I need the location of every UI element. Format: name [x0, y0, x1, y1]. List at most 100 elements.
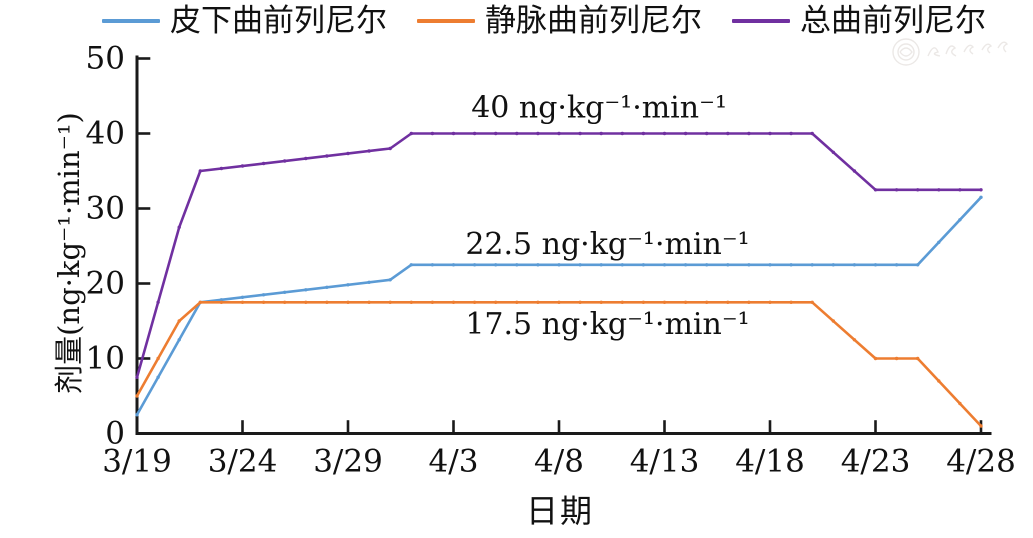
data-point-marker	[177, 338, 181, 342]
data-point-marker	[831, 263, 835, 267]
x-axis-title: 日期	[525, 492, 594, 530]
series-2	[135, 300, 983, 428]
data-point-marker	[599, 300, 603, 304]
data-point-marker	[789, 131, 793, 136]
data-point-marker	[494, 131, 498, 136]
legend-line-swatch	[732, 19, 790, 23]
data-point-marker	[768, 131, 772, 136]
chart-legend: 皮下曲前列尼尔 静脉曲前列尼尔 总曲前列尼尔	[102, 2, 986, 40]
data-point-marker	[156, 375, 160, 379]
data-point-marker	[283, 300, 287, 304]
axes	[135, 55, 992, 435]
data-point-marker	[958, 188, 962, 192]
x-tick-label: 4/28	[946, 444, 1016, 480]
data-point-marker	[409, 300, 413, 304]
data-point-marker	[937, 379, 941, 383]
data-point-marker	[304, 288, 308, 292]
data-point-marker	[662, 131, 667, 136]
legend-line-swatch	[102, 19, 160, 23]
series-1	[135, 195, 983, 417]
data-point-marker	[979, 424, 983, 428]
data-point-marker	[873, 263, 878, 267]
data-point-marker	[430, 263, 435, 267]
data-point-marker	[916, 188, 920, 192]
data-point-marker	[747, 300, 751, 304]
data-point-marker	[515, 263, 519, 267]
data-point-marker	[599, 131, 603, 136]
data-point-marker	[261, 300, 266, 304]
data-point-marker	[873, 188, 878, 192]
data-point-marker	[789, 300, 793, 304]
data-point-marker	[219, 298, 224, 302]
data-point-marker	[325, 154, 329, 158]
data-point-marker	[198, 300, 202, 304]
legend-label: 皮下曲前列尼尔	[170, 3, 387, 39]
data-point-marker	[768, 263, 772, 267]
data-point-marker	[620, 263, 624, 267]
data-point-marker	[662, 263, 667, 267]
legend-item-1: 皮下曲前列尼尔	[102, 2, 387, 40]
data-point-marker	[325, 300, 329, 304]
data-point-marker	[135, 413, 139, 417]
legend-label: 静脉曲前列尼尔	[485, 3, 702, 39]
data-point-marker	[409, 263, 413, 267]
data-point-marker	[852, 169, 857, 173]
data-point-marker	[346, 283, 350, 287]
data-point-marker	[219, 300, 224, 304]
data-point-marker	[304, 156, 308, 161]
data-point-marker	[852, 263, 857, 267]
x-tick-label: 3/19	[102, 444, 172, 480]
data-point-marker	[873, 356, 878, 361]
data-point-marker	[177, 225, 181, 229]
data-point-marker	[894, 356, 899, 361]
data-point-marker	[916, 263, 920, 267]
data-point-marker	[536, 263, 540, 267]
data-point-marker	[768, 300, 772, 304]
data-point-marker	[451, 300, 456, 304]
data-point-marker	[409, 131, 413, 136]
data-point-marker	[916, 356, 920, 361]
data-point-marker	[979, 188, 983, 192]
y-tick-label: 40	[86, 116, 125, 152]
series-line	[135, 132, 983, 379]
data-point-marker	[557, 300, 561, 304]
data-point-marker	[304, 300, 308, 304]
data-point-marker	[219, 166, 224, 171]
data-point-marker	[683, 131, 688, 136]
data-point-marker	[599, 263, 603, 267]
data-point-marker	[683, 263, 688, 267]
data-point-marker	[430, 131, 435, 136]
data-point-marker	[641, 131, 646, 136]
legend-item-3: 总曲前列尼尔	[732, 2, 986, 40]
data-point-marker	[261, 161, 266, 166]
data-point-marker	[705, 300, 709, 304]
data-point-marker	[198, 169, 202, 173]
data-point-marker	[388, 278, 392, 282]
data-point-marker	[705, 263, 709, 267]
x-tick-label: 4/13	[630, 444, 700, 480]
data-point-marker	[789, 263, 793, 267]
data-point-marker	[494, 263, 498, 267]
x-tick-label: 3/29	[313, 444, 383, 480]
data-point-marker	[662, 300, 667, 304]
data-point-marker	[557, 131, 561, 136]
data-point-marker	[705, 131, 709, 136]
data-point-marker	[937, 188, 941, 192]
data-point-marker	[367, 300, 371, 304]
data-point-marker	[641, 263, 646, 267]
data-point-marker	[388, 300, 392, 304]
data-point-marker	[472, 263, 477, 267]
data-point-marker	[894, 263, 899, 267]
data-point-marker	[536, 131, 540, 136]
data-point-marker	[831, 150, 835, 154]
data-point-marker	[240, 164, 245, 168]
data-point-marker	[810, 131, 814, 136]
x-tick-label: 4/18	[735, 444, 805, 480]
x-tick-label: 4/3	[429, 444, 479, 480]
data-point-marker	[979, 195, 983, 199]
data-point-marker	[620, 300, 624, 304]
y-tick-label: 20	[86, 266, 125, 302]
data-point-marker	[451, 263, 456, 267]
data-point-marker	[472, 300, 477, 304]
